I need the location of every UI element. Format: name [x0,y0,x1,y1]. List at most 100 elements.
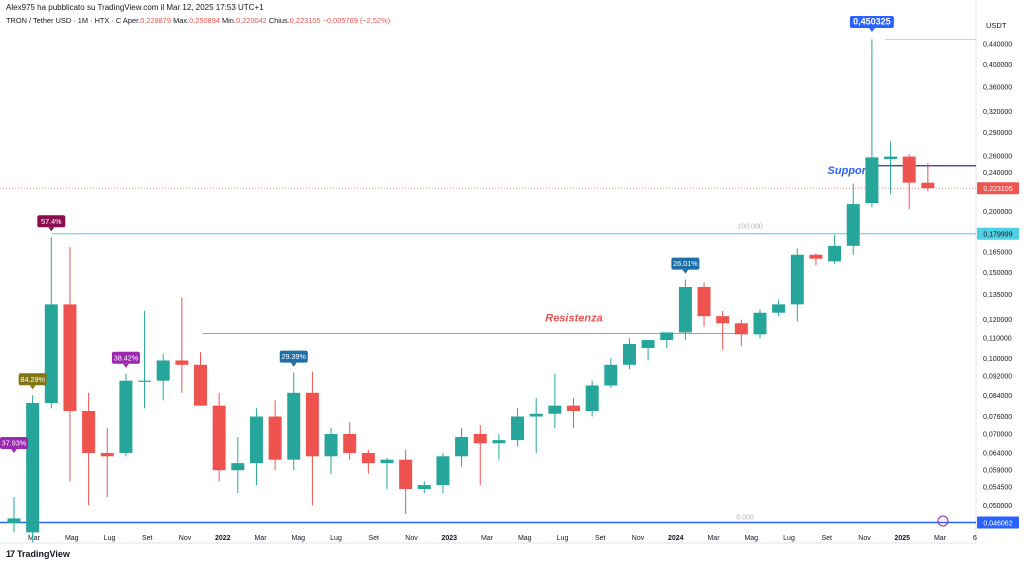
y-tick-label: 0,070000 [983,431,1012,438]
candle-body [287,392,301,460]
x-tick-label: 2024 [668,535,684,542]
x-tick-label: Nov [179,535,192,542]
y-tick-label: 0,165000 [983,250,1012,257]
pct-label-text: 38.42% [114,353,139,362]
candle-body [455,437,469,457]
low-value: 0,220042 [235,16,267,25]
x-tick-label: Nov [405,535,418,542]
open-label: Aper. [122,16,141,25]
candle-body [473,433,487,444]
x-tick-label: Mag [744,535,758,542]
x-tick-label: Mar [481,535,494,542]
y-tick-label: 0,059000 [983,468,1012,475]
published-line: Alex975 ha pubblicato su TradingView.com… [6,3,264,12]
candle-body [361,452,375,464]
x-tick-label: Set [368,535,379,542]
y-tick-label: 0,050000 [983,503,1012,510]
candle-body [156,360,170,381]
candle-body [548,405,562,414]
y-tick-label: 0,200000 [983,209,1012,216]
candle-body [902,156,916,183]
candle-body [734,323,748,335]
y-tick-label: 0,260000 [983,153,1012,160]
close-value: 0,223105 [289,16,321,25]
candle-body [436,456,450,486]
pct-label-text: 57.4% [41,217,62,226]
pct-label-pointer [48,227,55,232]
brand-name: TradingView [17,549,70,559]
x-tick-label: Lug [104,535,116,542]
pct-label-box [671,257,700,270]
fib-top-label: 100.000 [737,224,762,231]
candle-body [716,316,730,324]
x-tick-label: Mag [518,535,532,542]
symbol-name[interactable]: TRON / Tether USD · 1M · HTX · C [6,16,122,25]
low-label: Min. [221,16,236,25]
x-tick-label: Lug [783,535,795,542]
pct-label-pointer [11,449,17,453]
y-tick-label: 0,320000 [983,109,1012,116]
pct-label-box [37,215,66,228]
currency-label: USDT [986,21,1007,30]
price-tag-text: 0,179999 [983,232,1012,239]
close-label: Chius. [268,16,290,25]
candle-body [7,518,21,523]
candle-body [604,364,618,386]
y-tick-label: 0,120000 [983,317,1012,324]
candle-body [921,182,935,189]
pct-label-text: 84.29% [20,375,45,384]
candle-body [138,380,152,382]
candle-body [63,304,77,412]
pct-label-text: 29.39% [282,352,307,361]
x-tick-label: Mag [291,535,305,542]
open-value: 0,228879 [140,16,172,25]
candle-body [846,204,860,246]
x-tick-label: Mar [28,535,41,542]
candle-body [622,343,636,365]
high-label: Max. [173,16,190,25]
candle-body [380,459,394,464]
y-tick-label: 0,110000 [983,336,1012,343]
pct-label-text: 37.93% [2,439,27,448]
y-tick-label: 0,064000 [983,450,1012,457]
candle-body [212,405,226,471]
x-tick-label: Nov [632,535,645,542]
support-label: Supporto [828,165,877,177]
x-tick-label: 6 [973,535,977,542]
candle-body [865,157,879,204]
y-tick-label: 0,135000 [983,292,1012,299]
lightning-icon [937,515,949,527]
candle-body [399,459,413,489]
candle-body [697,287,711,317]
y-tick-label: 0,150000 [983,270,1012,277]
candle-body [249,416,263,464]
fib-bottom-label: 0.000 [736,515,754,522]
change-value: −0,005769 (−2,52%) [322,16,391,25]
x-tick-label: Mag [65,535,79,542]
price-tag-text: 0,223105 [983,186,1012,193]
tradingview-brand[interactable]: 17 TradingView [6,549,70,559]
candle-body [790,254,804,305]
y-tick-label: 0,076000 [983,414,1012,421]
y-tick-label: 0,440000 [983,42,1012,49]
candle-body [194,364,207,406]
price-tag-box [977,516,1019,529]
candle-body [175,360,189,365]
y-tick-label: 0,240000 [983,170,1012,177]
y-tick-label: 0,100000 [983,356,1012,363]
x-tick-label: 2022 [215,535,231,542]
pct-label-pointer [290,362,297,367]
candle-body [772,304,786,313]
y-tick-label: 0,360000 [983,84,1012,91]
candle-body [305,392,319,457]
pct-label-box [0,437,28,449]
x-tick-label: Mar [934,535,947,542]
candle-body [231,463,245,471]
candle-body [100,452,114,457]
tradingview-logo-icon: 17 [6,549,15,559]
x-tick-label: Set [595,535,606,542]
candle-body [417,485,431,489]
pct-label-text: 26.01% [673,259,698,268]
candle-body [809,254,823,259]
